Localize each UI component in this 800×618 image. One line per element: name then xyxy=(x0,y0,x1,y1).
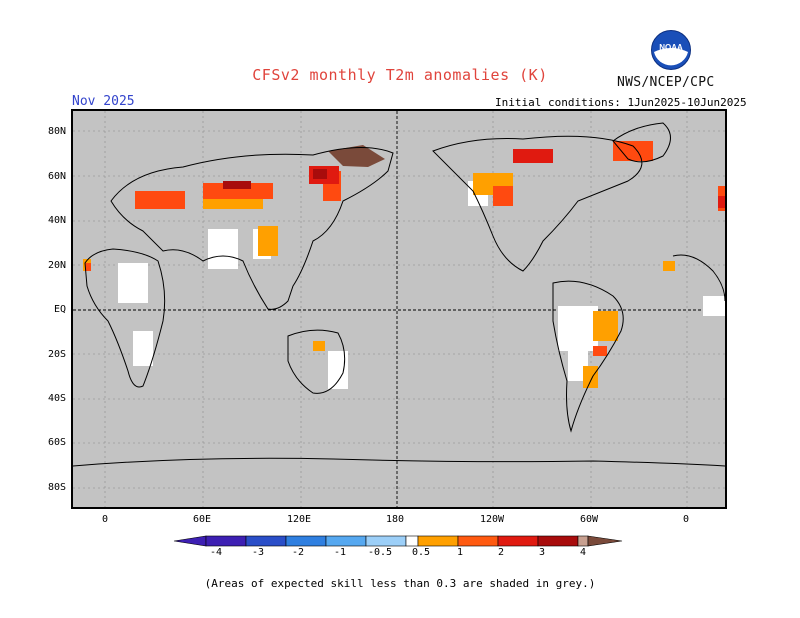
anomaly-map xyxy=(71,109,727,509)
lon-label-120e: 120E xyxy=(286,514,312,525)
colorbar-label-neg2: -2 xyxy=(291,547,305,558)
lat-label-80s: 80S xyxy=(47,482,66,493)
colorbar-swatch-10 xyxy=(577,535,589,547)
anomaly-red-orange-patches xyxy=(85,141,725,356)
anomaly-brown-patches xyxy=(328,145,385,167)
agency-label: NWS/NCEP/CPC xyxy=(617,75,715,90)
colorbar-label-3: 3 xyxy=(538,547,546,558)
colorbar-swatch-8 xyxy=(497,535,539,547)
colorbar-swatch-1 xyxy=(205,535,247,547)
equator-dateline xyxy=(73,111,725,507)
colorbar-label-05: 0.5 xyxy=(411,547,431,558)
lon-label-120w: 120W xyxy=(479,514,505,525)
anomaly-dark-red-patches xyxy=(223,169,327,189)
lat-label-eq: EQ xyxy=(53,304,66,315)
colorbar-swatch-below-4 xyxy=(173,535,207,547)
colorbar-swatch-neutral xyxy=(405,535,419,547)
map-title: CFSv2 monthly T2m anomalies (K) xyxy=(252,66,548,84)
forecast-period: Nov 2025 xyxy=(72,94,135,109)
lon-label-0: 0 xyxy=(101,514,109,525)
colorbar-label-2: 2 xyxy=(497,547,505,558)
colorbar-label-1: 1 xyxy=(456,547,464,558)
lat-label-40n: 40N xyxy=(47,215,66,226)
colorbar xyxy=(173,535,623,547)
lon-label-180: 180 xyxy=(385,514,405,525)
coastlines xyxy=(73,122,725,467)
lat-label-40s: 40S xyxy=(47,393,66,404)
colorbar-label-4: 4 xyxy=(579,547,587,558)
map-canvas xyxy=(73,111,725,507)
colorbar-label-neg3: -3 xyxy=(251,547,265,558)
colorbar-swatch-9 xyxy=(537,535,579,547)
colorbar-swatch-above-4 xyxy=(587,535,623,547)
colorbar-label-neg05: -0.5 xyxy=(367,547,393,558)
colorbar-swatch-6 xyxy=(417,535,459,547)
colorbar-swatch-5 xyxy=(365,535,407,547)
colorbar-swatch-7 xyxy=(457,535,499,547)
anomaly-orange-patches xyxy=(83,173,675,388)
footer-note: (Areas of expected skill less than 0.3 a… xyxy=(204,577,596,590)
noaa-logo: NOAA xyxy=(651,30,691,70)
lat-label-20s: 20S xyxy=(47,349,66,360)
colorbar-swatch-2 xyxy=(245,535,287,547)
near-normal-patches xyxy=(118,181,725,389)
lon-label-0-east: 0 xyxy=(682,514,690,525)
colorbar-label-neg1: -1 xyxy=(333,547,347,558)
map-gridlines xyxy=(73,111,725,507)
noaa-logo-text: NOAA xyxy=(659,43,683,52)
colorbar-swatch-3 xyxy=(285,535,327,547)
lat-label-80n: 80N xyxy=(47,126,66,137)
lat-label-20n: 20N xyxy=(47,260,66,271)
lat-label-60n: 60N xyxy=(47,171,66,182)
initial-conditions: Initial conditions: 1Jun2025-10Jun2025 xyxy=(495,96,747,109)
colorbar-swatch-4 xyxy=(325,535,367,547)
lon-label-60w: 60W xyxy=(579,514,599,525)
lon-label-60e: 60E xyxy=(192,514,212,525)
colorbar-label-neg4: -4 xyxy=(209,547,223,558)
lat-label-60s: 60S xyxy=(47,437,66,448)
